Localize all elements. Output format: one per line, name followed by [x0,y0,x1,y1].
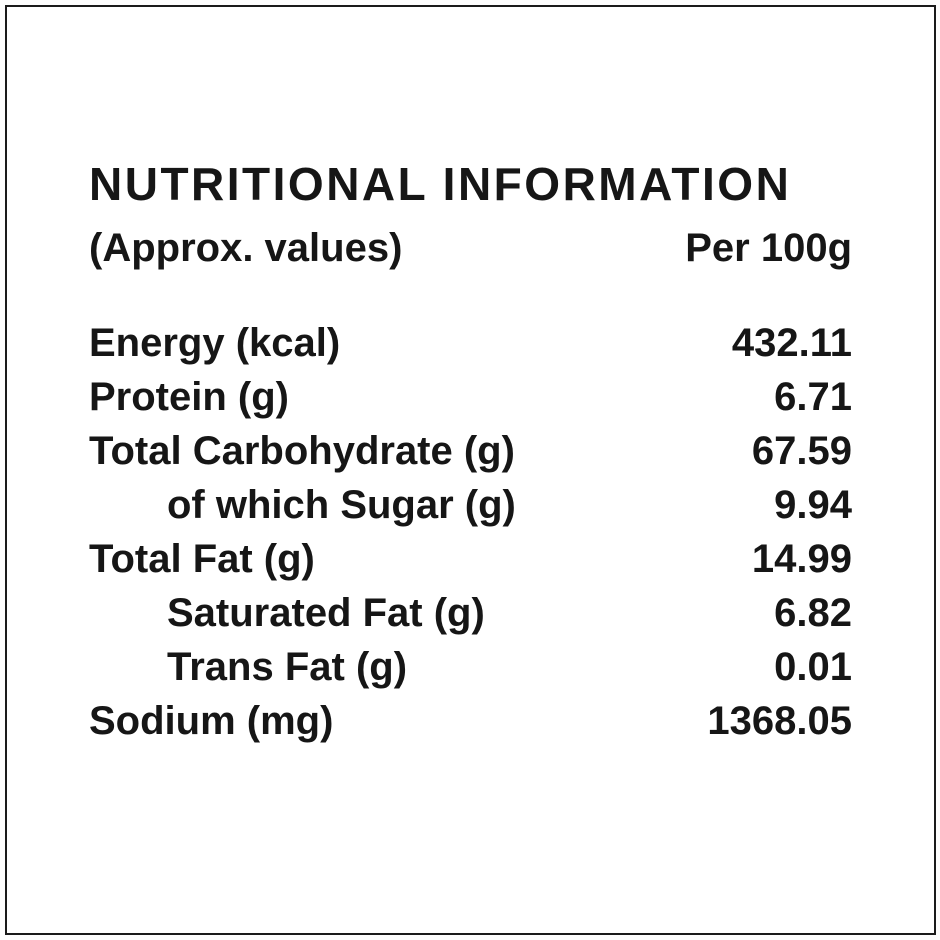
nutrient-row: Total Carbohydrate (g) 67.59 [89,424,852,478]
nutrient-value: 6.82 [774,590,852,635]
nutrient-value: 1368.05 [707,698,852,743]
nutrient-row: Protein (g) 6.71 [89,370,852,424]
nutrient-row: Energy (kcal) 432.11 [89,316,852,370]
nutrient-row: of which Sugar (g) 9.94 [89,478,852,532]
nutrient-value: 14.99 [751,536,852,581]
nutrient-row: Saturated Fat (g) 6.82 [89,586,852,640]
nutrient-name: Energy (kcal) [89,320,341,365]
approx-values-label: (Approx. values) [89,225,403,270]
nutrient-value: 432.11 [731,320,852,365]
nutrient-row: Sodium (mg) 1368.05 [89,694,852,748]
nutrient-value: 6.71 [774,374,852,419]
nutrient-name: Sodium (mg) [89,698,334,743]
nutrient-name: Saturated Fat (g) [167,590,485,635]
nutrient-row: Total Fat (g) 14.99 [89,532,852,586]
nutrient-row: Trans Fat (g) 0.01 [89,640,852,694]
nutrient-rows: Energy (kcal) 432.11 Protein (g) 6.71 Total … [89,316,852,748]
nutrient-value: 9.94 [774,482,852,527]
subtitle-row: (Approx. values) Per 100g [89,226,852,270]
nutrient-value: 67.59 [751,428,852,473]
panel-title: NUTRITIONAL INFORMATION [89,158,792,210]
nutrition-panel: NUTRITIONAL INFORMATION (Approx. values)… [5,5,936,935]
nutrient-name: of which Sugar (g) [167,482,516,527]
per-100g-label: Per 100g [685,225,852,270]
nutrient-name: Trans Fat (g) [167,644,408,689]
nutrient-name: Total Fat (g) [89,536,315,581]
nutrient-value: 0.01 [774,644,852,689]
nutrient-name: Total Carbohydrate (g) [89,428,515,473]
nutrient-name: Protein (g) [89,374,289,419]
